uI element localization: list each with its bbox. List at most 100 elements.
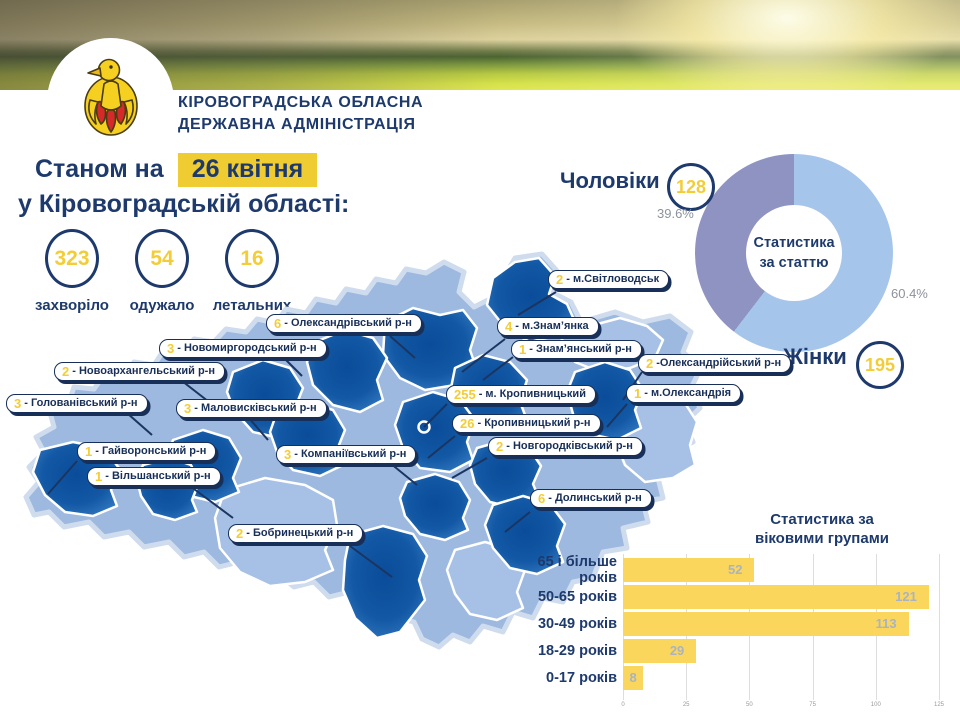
district-case-count: 2	[496, 438, 504, 454]
map-label-pill: 2- Бобринецький р-н	[228, 524, 364, 543]
district-name: - м.Знам’янка	[515, 320, 589, 332]
donut-center-line2: за статтю	[759, 255, 829, 271]
district-name: - м.Олександрія	[644, 387, 732, 399]
x-axis-tick: 0	[621, 702, 625, 708]
bar-track: 113	[623, 611, 939, 636]
stat-lethal: 16 летальних	[208, 229, 296, 314]
district-case-count: 2	[62, 363, 70, 379]
org-name: КІРОВОГРАДСЬКА ОБЛАСНА ДЕРЖАВНА АДМІНІСТ…	[178, 92, 423, 136]
district-case-count: 1	[95, 468, 103, 484]
age-chart-title-line1: Статистика за	[770, 511, 874, 528]
age-chart-title-line2: віковими групами	[754, 530, 890, 547]
district-case-count: 2	[556, 271, 564, 287]
x-axis-tick: 125	[933, 702, 945, 708]
gender-donut-chart: Статистика за статтю	[695, 154, 893, 352]
stat-lethal-value: 16	[225, 229, 279, 288]
age-group-label: 65 і більше років	[537, 553, 617, 586]
map-label-pill: 1- Знам’янський р-н	[511, 340, 642, 359]
district-name: - Вільшанський р-н	[105, 470, 211, 482]
district-name: - Бобринецький р-н	[246, 527, 354, 539]
district-name: - м.Світловодськ	[566, 273, 660, 285]
district-name: - м. Кропивницький	[478, 388, 586, 400]
map-label-pill: 6- Долинський р-н	[530, 489, 652, 508]
female-label: Жінки	[783, 344, 847, 369]
age-group-label: 30-49 років	[537, 615, 617, 632]
age-chart-bars: 65 і більше років 52 50-65 років 121 30-49 р…	[505, 553, 939, 691]
report-date-line: Станом на 26 квітня	[35, 153, 318, 187]
male-percent: 39.6%	[657, 206, 694, 221]
x-axis-tick: 75	[809, 702, 816, 708]
male-label: Чоловіки	[560, 168, 660, 193]
map-label-pill: 1- Вільшанський р-н	[87, 467, 221, 486]
map-label-pill: 2- Новоархангельський р-н	[54, 362, 225, 381]
district-case-count: 3	[284, 446, 292, 462]
bar-track: 52	[623, 557, 939, 582]
district-name: - Голованівський р-н	[24, 397, 138, 409]
district-case-count: 255	[454, 386, 476, 402]
district-case-count: 2	[646, 355, 654, 371]
stat-recovered: 54 одужало	[118, 229, 206, 314]
district-name: - Олександрівський р-н	[284, 317, 412, 329]
bar-value: 113	[623, 611, 909, 636]
female-count: 195	[856, 341, 904, 389]
district-name: - Новомиргородський р-н	[177, 342, 317, 354]
stat-recovered-label: одужало	[129, 297, 195, 314]
gender-donut-center-label: Статистика за статтю	[746, 205, 842, 301]
district-name: - Гайворонський р-н	[95, 445, 207, 457]
map-label-pill: 2 -Олександрійський р-н	[638, 354, 792, 373]
stat-infected-value: 323	[45, 229, 99, 288]
district-name: - Знам’янський р-н	[529, 343, 632, 355]
map-label-pill: 1- Гайворонський р-н	[77, 442, 217, 461]
x-axis-tick: 50	[746, 702, 753, 708]
district-name: - Кропивницький р-н	[477, 417, 591, 429]
district-case-count: 1	[634, 385, 642, 401]
district-case-count: 1	[85, 443, 93, 459]
age-group-label: 18-29 років	[537, 642, 617, 659]
bar-track: 29	[623, 638, 939, 663]
bar-row: 65 і більше років 52	[505, 553, 939, 586]
x-axis-tick: 100	[870, 702, 881, 708]
bar-track: 121	[623, 584, 939, 609]
bar-value: 29	[623, 638, 697, 663]
bar-value: 121	[623, 584, 929, 609]
org-name-line1: КІРОВОГРАДСЬКА ОБЛАСНА	[178, 94, 424, 111]
map-label-pill: 26- Кропивницький р-н	[452, 414, 601, 433]
map-label-pill: 3- Компаніївський р-н	[276, 445, 417, 464]
org-name-line2: ДЕРЖАВНА АДМІНІСТРАЦІЯ	[178, 116, 416, 133]
district-case-count: 3	[167, 340, 175, 356]
bar-row: 50-65 років 121	[505, 583, 939, 610]
age-group-label: 50-65 років	[537, 588, 617, 605]
stat-recovered-value: 54	[135, 229, 189, 288]
district-case-count: 6	[274, 315, 282, 331]
district-name: -Олександрійський р-н	[656, 357, 782, 369]
map-label-pill: 1- м.Олександрія	[626, 384, 742, 403]
bar-value: 8	[623, 665, 644, 690]
bar-value: 52	[623, 557, 755, 582]
district-case-count: 4	[505, 318, 513, 334]
report-prefix: Станом на	[35, 155, 164, 183]
male-count: 128	[667, 163, 715, 211]
report-date-highlight: 26 квітня	[177, 153, 318, 187]
map-label-pill: 2- Новгородківський р-н	[488, 437, 643, 456]
district-case-count: 6	[538, 490, 546, 506]
district-name: - Маловисківський р-н	[194, 402, 317, 414]
district-name: - Новгородківський р-н	[506, 440, 633, 452]
district-case-count: 26	[460, 415, 475, 431]
bar-row: 30-49 років 113	[505, 610, 939, 637]
district-name: - Долинський р-н	[548, 492, 642, 504]
district-name: - Компаніївський р-н	[294, 448, 407, 460]
female-percent: 60.4%	[891, 286, 928, 301]
map-label-pill: 3- Голованівський р-н	[6, 394, 148, 413]
district-case-count: 3	[14, 395, 22, 411]
district-case-count: 3	[184, 400, 192, 416]
stat-lethal-label: летальних	[212, 297, 292, 314]
bar-row: 18-29 років 29	[505, 637, 939, 664]
bar-row: 0-17 років 8	[505, 664, 939, 691]
map-label-pill: 2- м.Світловодськ	[548, 270, 670, 289]
label-leader-lines	[47, 291, 643, 578]
stat-infected: 323 захворіло	[28, 229, 116, 314]
map-label-pill: 3- Маловисківський р-н	[176, 399, 327, 418]
eagle-emblem-icon	[83, 58, 138, 136]
bar-track: 8	[623, 665, 939, 690]
